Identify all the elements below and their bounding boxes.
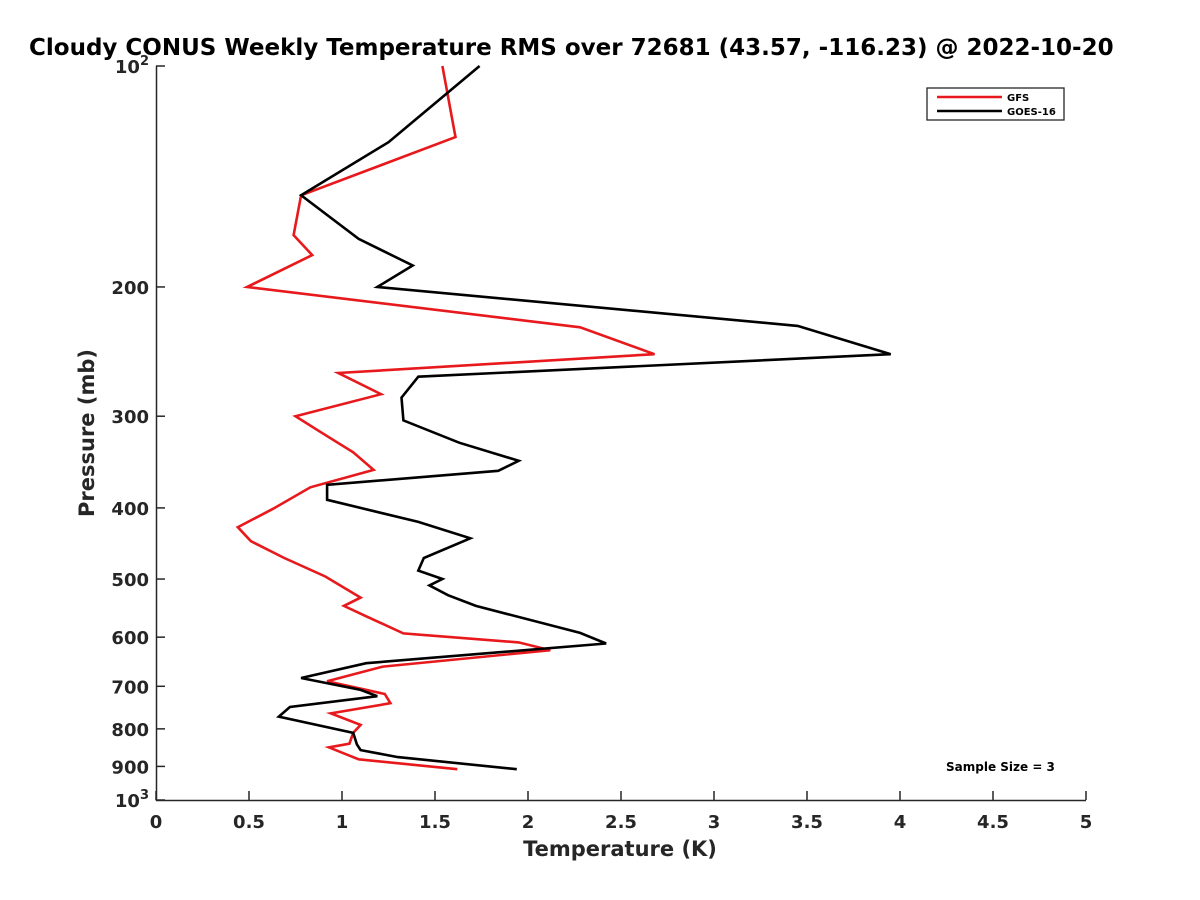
chart-title: Cloudy CONUS Weekly Temperature RMS over… xyxy=(29,35,1114,61)
x-tick-label: 5 xyxy=(1080,812,1093,833)
y-tick-label: 800 xyxy=(111,720,149,741)
x-tick-label: 4.5 xyxy=(977,812,1009,833)
series-line-gfs xyxy=(235,65,655,771)
y-tick-label: 103 xyxy=(115,788,149,812)
x-tick-label: 0.5 xyxy=(233,812,265,833)
x-tick-label: 3.5 xyxy=(791,812,823,833)
y-tick-label: 400 xyxy=(111,499,149,520)
legend-entry-goes16: GOES-16 xyxy=(1007,107,1056,118)
y-ticks: 102 200 300 400 500 600 700 800 900 103 xyxy=(111,54,165,812)
x-ticks: 0 0.5 1 1.5 2 2.5 3 3.5 4 4.5 5 xyxy=(150,791,1093,833)
series-line-goes16 xyxy=(275,65,892,771)
legend: GFS GOES-16 xyxy=(926,87,1065,121)
legend-entry-gfs: GFS xyxy=(1007,93,1029,104)
x-tick-label: 2.5 xyxy=(605,812,637,833)
y-tick-label: 900 xyxy=(111,757,149,778)
y-tick-label: 300 xyxy=(111,407,149,428)
x-tick-label: 0 xyxy=(150,812,163,833)
x-tick-label: 1 xyxy=(336,812,349,833)
x-tick-label: 1.5 xyxy=(419,812,451,833)
y-axis-label: Pressure (mb) xyxy=(75,349,99,517)
y-tick-label: 200 xyxy=(111,278,149,299)
x-tick-label: 2 xyxy=(522,812,535,833)
y-tick-label: 102 xyxy=(115,54,149,78)
y-tick-label: 600 xyxy=(111,628,149,649)
legend-box xyxy=(926,87,1065,121)
x-tick-label: 3 xyxy=(708,812,721,833)
axes xyxy=(155,66,1086,802)
y-tick-label: 500 xyxy=(111,570,149,591)
y-tick-label: 700 xyxy=(111,677,149,698)
plot-area xyxy=(235,65,892,771)
x-tick-label: 4 xyxy=(894,812,907,833)
x-axis-label: Temperature (K) xyxy=(523,837,717,861)
sample-size-annotation: Sample Size = 3 xyxy=(946,760,1055,774)
